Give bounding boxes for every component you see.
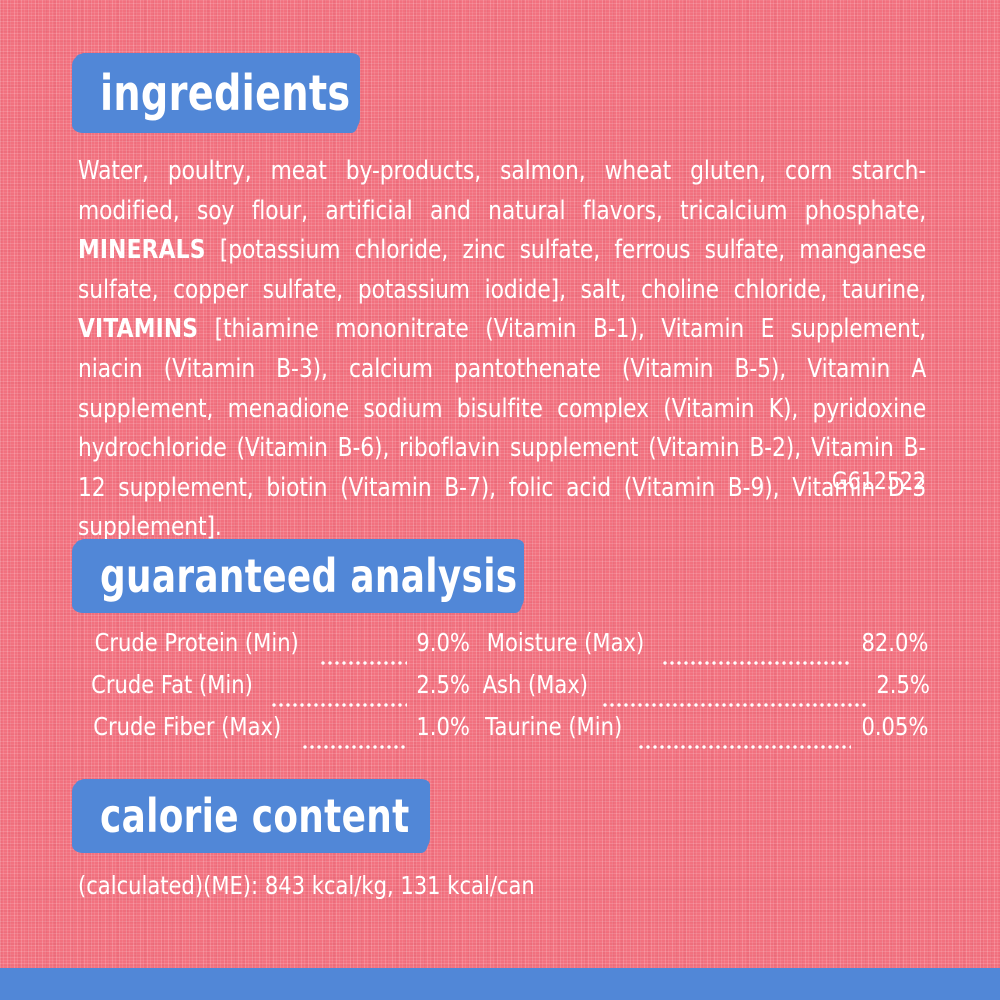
leader-dots [321, 657, 407, 670]
nutrient-value: 1.0% [416, 712, 470, 741]
nutrient-value: 9.0% [416, 628, 470, 657]
table-row: Crude Fiber (Max) 1.0% [78, 712, 474, 754]
nutrient-label: Crude Protein (Min) [94, 628, 299, 657]
nutrient-label: Moisture (Max) [486, 628, 645, 657]
leader-dots [663, 657, 852, 670]
nutrient-value: 0.05% [861, 712, 929, 741]
guaranteed-analysis-heading-label: guaranteed analysis [100, 549, 518, 603]
nutrient-label: Crude Fiber (Max) [93, 712, 282, 741]
leader-dots [602, 699, 867, 712]
table-row: Moisture (Max) 82.0% [474, 628, 934, 670]
calorie-content-body-text: (calculated)(ME): 843 kcal/kg, 131 kcal/… [78, 871, 535, 900]
section-heading-guaranteed-analysis: guaranteed analysis [74, 540, 522, 612]
ingredients-body-text: Water, poultry, meat by-products, salmon… [78, 156, 927, 543]
nutrient-value: 2.5% [876, 670, 930, 699]
section-heading-ingredients: ingredients [74, 54, 358, 132]
bottom-accent-bar [0, 968, 1000, 1000]
calorie-content-heading-label: calorie content [100, 789, 410, 843]
leader-dots [639, 741, 852, 754]
nutrient-value: 82.0% [861, 628, 929, 657]
nutrient-label: Taurine (Min) [485, 712, 623, 741]
guaranteed-analysis-table: Crude Protein (Min) 9.0% Moisture (Max) … [78, 628, 934, 754]
table-row: Taurine (Min) 0.05% [474, 712, 934, 754]
table-row: Ash (Max) 2.5% [474, 670, 934, 712]
nutrient-label: Crude Fat (Min) [91, 670, 253, 699]
leader-dots [302, 741, 407, 754]
product-code: G612522 [831, 467, 926, 495]
nutrient-label: Ash (Max) [482, 670, 589, 699]
table-row: Crude Fat (Min) 2.5% [78, 670, 474, 712]
table-row: Crude Protein (Min) 9.0% [78, 628, 474, 670]
ingredients-heading-label: ingredients [100, 64, 351, 122]
nutrient-value: 2.5% [416, 670, 470, 699]
section-heading-calorie-content: calorie content [74, 780, 428, 852]
leader-dots [271, 699, 407, 712]
